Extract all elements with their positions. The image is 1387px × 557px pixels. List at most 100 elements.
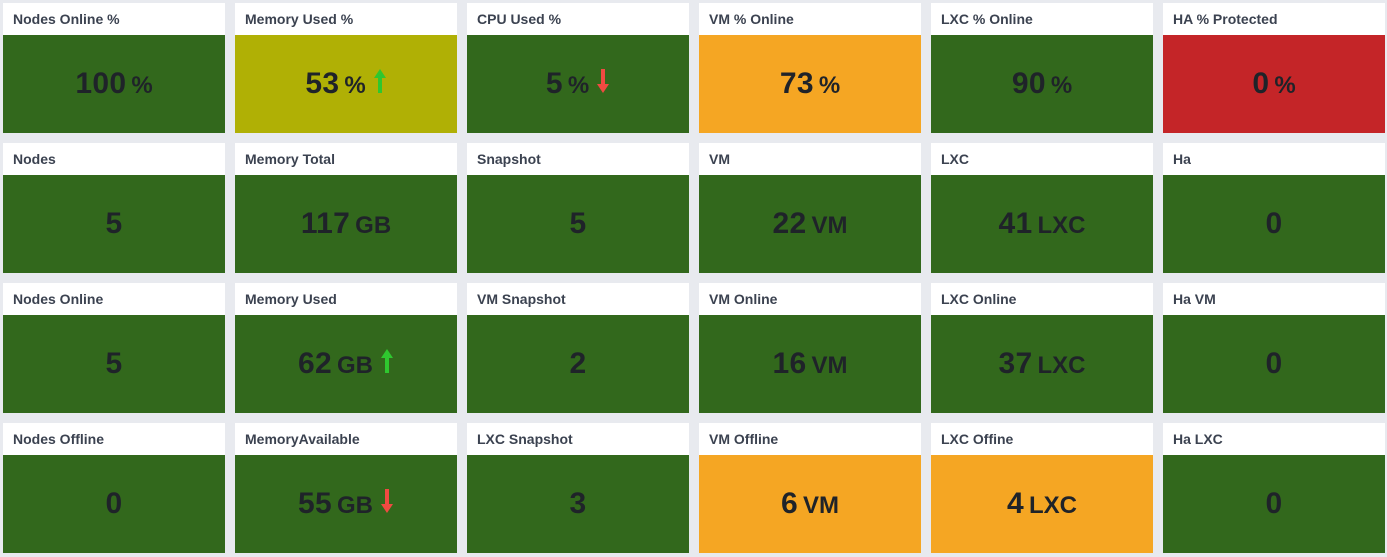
stat-value: 0 xyxy=(105,487,123,520)
panel-title[interactable]: LXC % Online xyxy=(941,11,1033,27)
panel-title[interactable]: Nodes Online xyxy=(13,291,104,307)
stat-panel-grid: Nodes Online % 100% Memory Used % 53% CPU Us… xyxy=(3,3,1385,553)
panel-value-area: 22 VM xyxy=(699,175,921,273)
stat-unit: LXC xyxy=(1037,212,1086,239)
stat-panel-lxc-offine[interactable]: LXC Offine 4 LXC xyxy=(931,423,1153,553)
arrow-up-icon xyxy=(373,68,387,99)
stat-panel-memory-total[interactable]: Memory Total 117 GB xyxy=(235,143,457,273)
panel-title[interactable]: VM % Online xyxy=(709,11,794,27)
stat-panel-memory-used-pct[interactable]: Memory Used % 53% xyxy=(235,3,457,133)
stat-panel-lxc[interactable]: LXC 41 LXC xyxy=(931,143,1153,273)
stat-value: 0 xyxy=(1265,347,1283,380)
panel-title[interactable]: LXC Offine xyxy=(941,431,1014,447)
panel-value-area: 5 xyxy=(3,175,225,273)
panel-value-area: 0 xyxy=(1163,315,1385,413)
panel-title[interactable]: Snapshot xyxy=(477,151,541,167)
stat-value: 5 xyxy=(569,207,587,240)
panel-value-area: 5 xyxy=(467,175,689,273)
stat-panel-vm-offline[interactable]: VM Offline 6 VM xyxy=(699,423,921,553)
stat-panel-cpu-used-pct[interactable]: CPU Used % 5% xyxy=(467,3,689,133)
panel-value-area: 0% xyxy=(1163,35,1385,133)
panel-value-area: 90% xyxy=(931,35,1153,133)
stat-value: 5 xyxy=(545,67,563,100)
stat-panel-vm-pct-online[interactable]: VM % Online 73% xyxy=(699,3,921,133)
stat-panel-nodes-offline[interactable]: Nodes Offline 0 xyxy=(3,423,225,553)
panel-title[interactable]: Memory Total xyxy=(245,151,335,167)
panel-title[interactable]: Ha LXC xyxy=(1173,431,1223,447)
arrow-down-icon xyxy=(596,68,610,99)
stat-value: 5 xyxy=(105,207,123,240)
stat-value: 2 xyxy=(569,347,587,380)
stat-value: 73 xyxy=(779,67,814,100)
stat-value: 5 xyxy=(105,347,123,380)
stat-unit: % xyxy=(131,72,153,99)
stat-panel-nodes-online[interactable]: Nodes Online 5 xyxy=(3,283,225,413)
panel-value-area: 16 VM xyxy=(699,315,921,413)
stat-panel-nodes-online-pct[interactable]: Nodes Online % 100% xyxy=(3,3,225,133)
panel-title[interactable]: LXC Snapshot xyxy=(477,431,573,447)
panel-title[interactable]: LXC Online xyxy=(941,291,1017,307)
stat-panel-snapshot[interactable]: Snapshot 5 xyxy=(467,143,689,273)
stat-unit: % xyxy=(344,72,366,99)
stat-panel-memory-used[interactable]: Memory Used 62 GB xyxy=(235,283,457,413)
panel-title[interactable]: Ha VM xyxy=(1173,291,1216,307)
stat-value: 6 xyxy=(781,487,798,520)
panel-value-area: 3 xyxy=(467,455,689,553)
panel-value-area: 0 xyxy=(3,455,225,553)
panel-value-area: 0 xyxy=(1163,175,1385,273)
stat-unit: VM xyxy=(803,492,839,519)
panel-title[interactable]: Memory Used % xyxy=(245,11,354,27)
stat-unit: GB xyxy=(336,352,373,379)
stat-unit: VM xyxy=(811,212,848,239)
stat-panel-memoryavailable[interactable]: MemoryAvailable 55 GB xyxy=(235,423,457,553)
stat-panel-lxc-online[interactable]: LXC Online 37 LXC xyxy=(931,283,1153,413)
panel-title[interactable]: Ha xyxy=(1173,151,1191,167)
panel-title[interactable]: VM Snapshot xyxy=(477,291,566,307)
panel-value-area: 6 VM xyxy=(699,455,921,553)
stat-value: 90 xyxy=(1011,67,1046,100)
panel-value-area: 0 xyxy=(1163,455,1385,553)
stat-panel-ha-lxc[interactable]: Ha LXC 0 xyxy=(1163,423,1385,553)
stat-unit: GB xyxy=(336,492,373,519)
stat-unit: % xyxy=(1274,72,1296,99)
stat-panel-lxc-pct-online[interactable]: LXC % Online 90% xyxy=(931,3,1153,133)
stat-panel-lxc-snapshot[interactable]: LXC Snapshot 3 xyxy=(467,423,689,553)
panel-title[interactable]: Memory Used xyxy=(245,291,337,307)
stat-value: 3 xyxy=(569,487,587,520)
stat-value: 0 xyxy=(1252,67,1270,100)
stat-panel-ha[interactable]: Ha 0 xyxy=(1163,143,1385,273)
panel-value-area: 55 GB xyxy=(235,455,457,553)
stat-unit: LXC xyxy=(1037,352,1086,379)
panel-title[interactable]: MemoryAvailable xyxy=(245,431,360,447)
panel-title[interactable]: Nodes Offline xyxy=(13,431,105,447)
stat-value: 55 xyxy=(298,487,332,520)
stat-panel-ha-vm[interactable]: Ha VM 0 xyxy=(1163,283,1385,413)
stat-panel-vm-snapshot[interactable]: VM Snapshot 2 xyxy=(467,283,689,413)
arrow-up-icon xyxy=(380,348,394,379)
panel-title[interactable]: HA % Protected xyxy=(1173,11,1278,27)
stat-panel-vm[interactable]: VM 22 VM xyxy=(699,143,921,273)
stat-value: 0 xyxy=(1265,207,1283,240)
panel-title[interactable]: VM Offline xyxy=(709,431,779,447)
panel-title[interactable]: VM Online xyxy=(709,291,778,307)
stat-panel-nodes[interactable]: Nodes 5 xyxy=(3,143,225,273)
panel-value-area: 62 GB xyxy=(235,315,457,413)
panel-title[interactable]: Nodes xyxy=(13,151,56,167)
stat-unit: % xyxy=(567,72,590,99)
stat-unit: % xyxy=(818,72,841,99)
panel-value-area: 37 LXC xyxy=(931,315,1153,413)
panel-value-area: 100% xyxy=(3,35,225,133)
panel-title[interactable]: CPU Used % xyxy=(477,11,562,27)
panel-title[interactable]: Nodes Online % xyxy=(13,11,120,27)
panel-value-area: 117 GB xyxy=(235,175,457,273)
panel-value-area: 73% xyxy=(699,35,921,133)
panel-title[interactable]: LXC xyxy=(941,151,969,167)
panel-value-area: 2 xyxy=(467,315,689,413)
stat-panel-vm-online[interactable]: VM Online 16 VM xyxy=(699,283,921,413)
stat-panel-ha-pct-protected[interactable]: HA % Protected 0% xyxy=(1163,3,1385,133)
stat-value: 41 xyxy=(998,207,1033,240)
stat-unit: VM xyxy=(811,352,848,379)
panel-title[interactable]: VM xyxy=(709,151,730,167)
stat-unit: GB xyxy=(355,212,392,239)
stat-unit: LXC xyxy=(1029,492,1077,519)
